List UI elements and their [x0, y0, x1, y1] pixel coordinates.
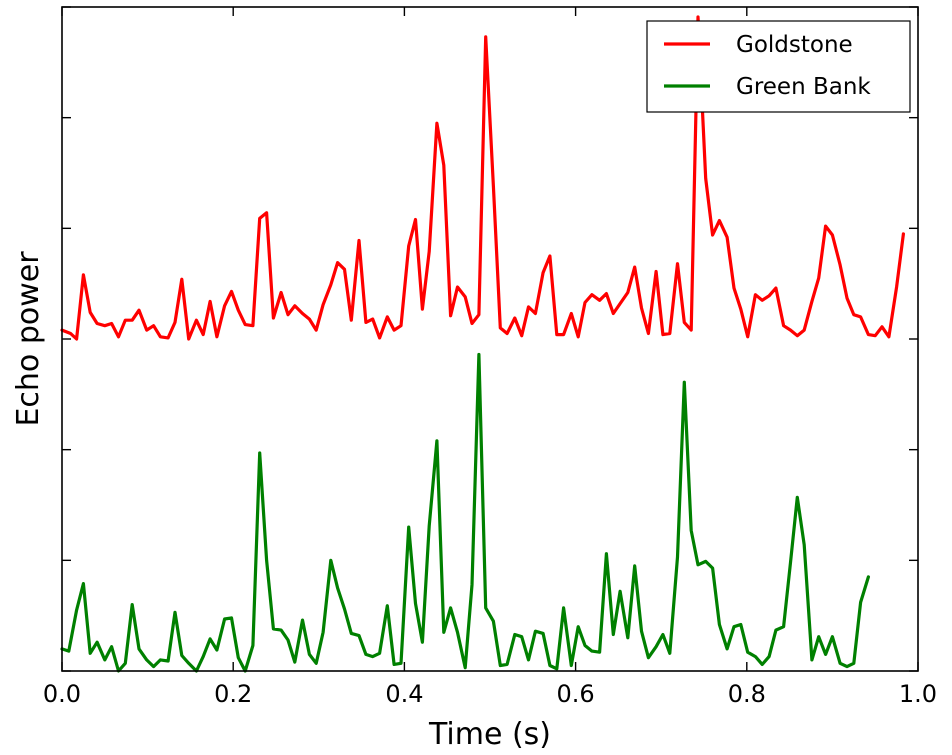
legend-label-0: Goldstone: [736, 32, 853, 58]
x-tick-label-5: 1.0: [899, 680, 937, 708]
series-line-1: [60, 352, 871, 673]
x-tick-label-3: 0.6: [557, 680, 595, 708]
x-tick-label-4: 0.8: [728, 680, 766, 708]
plot-series: [60, 15, 906, 673]
x-axis-label: Time (s): [428, 717, 551, 752]
legend: Goldstone Green Bank: [646, 20, 911, 113]
axis-ticks: [61, 6, 919, 672]
x-tick-label-2: 0.4: [385, 680, 423, 708]
x-tick-labels: 0.0 0.2 0.4 0.6 0.8 1.0: [43, 680, 937, 708]
x-tick-label-1: 0.2: [214, 680, 252, 708]
legend-box: [646, 20, 911, 113]
x-tick-label-0: 0.0: [43, 680, 81, 708]
y-axis-label: Echo power: [11, 251, 46, 427]
series-line-0: [60, 15, 906, 341]
legend-label-1: Green Bank: [736, 74, 871, 100]
